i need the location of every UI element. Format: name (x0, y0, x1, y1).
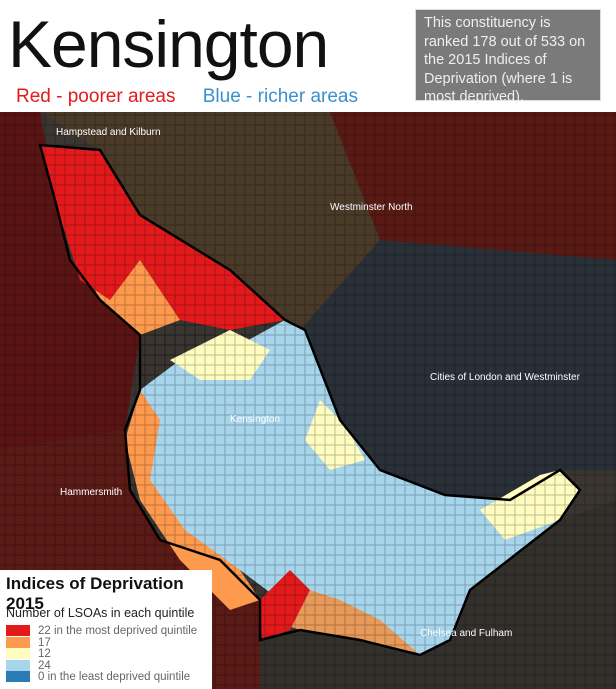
legend-swatch (6, 671, 30, 682)
label-kensington: Kensington (230, 414, 280, 425)
deprivation-map: Hampstead and Kilburn Westminster North … (0, 112, 616, 689)
legend-label: 22 in the most deprived quintile (38, 625, 198, 637)
legend-item: 17 (6, 636, 51, 649)
legend-item: 24 (6, 659, 51, 672)
legend-item: 12 (6, 648, 51, 660)
legend-label: 24 (38, 659, 51, 672)
legend: Indices of Deprivation 2015 Number of LS… (0, 570, 212, 689)
legend-swatch (6, 625, 30, 636)
subtitle-blue: Blue - richer areas (202, 86, 358, 107)
legend-item: 0 in the least deprived quintile (6, 671, 190, 683)
rank-note: This constituency is ranked 178 out of 5… (415, 9, 601, 105)
legend-caption: Number of LSOAs in each quintile (6, 606, 195, 620)
page-title: Kensington (8, 7, 329, 81)
label-cities: Cities of London and Westminster (430, 372, 581, 383)
label-chelsea: Chelsea and Fulham (420, 628, 512, 639)
legend-swatch (6, 636, 30, 648)
label-hammersmith: Hammersmith (60, 487, 122, 498)
legend-title: Indices of Deprivation 2015 (6, 574, 184, 613)
subtitle: Red - poorer areas Blue - richer areas (16, 86, 358, 108)
legend-label: 12 (38, 648, 51, 660)
kensington-boundary (38, 143, 582, 657)
legend-swatch (6, 659, 30, 671)
legend-swatch (6, 648, 30, 659)
legend-label: 17 (38, 636, 51, 649)
subtitle-red: Red - poorer areas (16, 86, 176, 107)
label-hampstead: Hampstead and Kilburn (56, 127, 161, 138)
label-westminster-north: Westminster North (330, 202, 413, 213)
legend-label: 0 in the least deprived quintile (38, 671, 191, 683)
legend-item: 22 in the most deprived quintile (6, 625, 197, 637)
